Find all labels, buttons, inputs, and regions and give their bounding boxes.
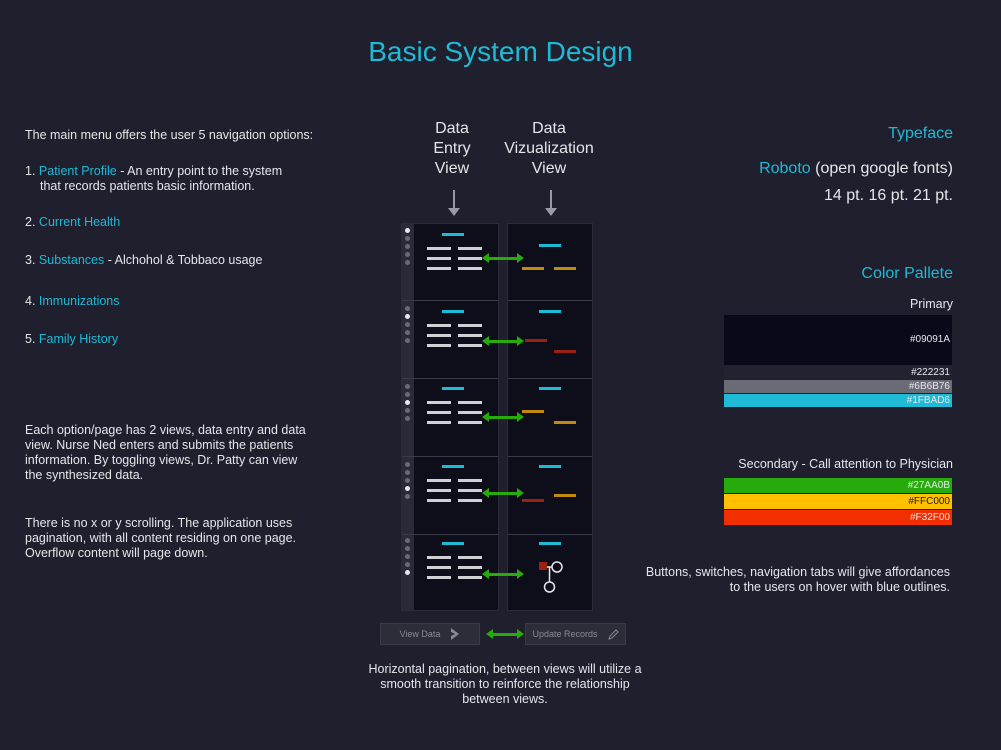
secondary-label: Secondary - Call attention to Physician: [738, 457, 953, 471]
toggle-arrow-icon: [482, 569, 524, 579]
nav-option-2: 2. Current Health: [25, 215, 121, 229]
view-data-button[interactable]: View Data: [380, 623, 480, 645]
toggle-arrow-icon: [482, 412, 524, 422]
primary-label: Primary: [909, 297, 953, 311]
affordance-note: Buttons, switches, navigation tabs will …: [645, 565, 950, 594]
intro-text: The main menu offers the user 5 navigati…: [25, 128, 314, 142]
nav-option-label: Patient Profile: [38, 164, 117, 178]
family-tree-icon: [539, 561, 563, 593]
toggle-arrow-icon: [482, 253, 524, 263]
toggle-arrow-icon: [482, 336, 524, 346]
views-description: Each option/page has 2 views, data entry…: [25, 423, 306, 482]
arrow-down-icon: [545, 208, 557, 216]
palette-heading: Color Pallete: [861, 265, 953, 282]
toggle-arrow-icon: [486, 629, 524, 639]
swatch-secondary-2: #FFC000: [724, 494, 952, 509]
update-records-button[interactable]: Update Records: [525, 623, 626, 645]
swatch-primary-2: #222231: [724, 366, 952, 379]
swatch-primary-1: #09091A: [724, 315, 952, 365]
nav-option-5: 5. Family History: [25, 332, 119, 346]
pencil-icon: [607, 628, 619, 640]
typeface-name: Roboto (open google fonts): [759, 160, 953, 177]
viz-view-mockup: [507, 223, 593, 611]
nav-option-label: Current Health: [38, 215, 121, 229]
swatch-primary-3: #6B6B76: [724, 380, 952, 393]
arrow-down-icon: [453, 190, 455, 208]
typeface-sizes: 14 pt. 16 pt. 21 pt.: [824, 187, 953, 204]
viz-view-heading: Data Vizualization View: [504, 120, 594, 177]
typeface-heading: Typeface: [888, 125, 953, 142]
nav-option-4: 4. Immunizations: [25, 294, 120, 308]
swatch-primary-4: #1FBAD6: [724, 394, 952, 407]
nav-option-label: Immunizations: [38, 294, 120, 308]
nav-option-3: 3. Substances - Alchohol & Tobbaco usage: [25, 253, 263, 267]
page-title: Basic System Design: [368, 36, 633, 67]
arrow-down-icon: [448, 208, 460, 216]
toggle-arrow-icon: [482, 488, 524, 498]
nav-option-label: Family History: [38, 332, 119, 346]
swatch-secondary-1: #27AA0B: [724, 478, 952, 493]
pagination-description: There is no x or y scrolling. The applic…: [25, 516, 297, 560]
arrow-down-icon: [550, 190, 552, 208]
swatch-secondary-3: #F32F00: [724, 510, 952, 525]
nav-option-label: Substances: [38, 253, 105, 267]
pagination-caption: Horizontal pagination, between views wil…: [368, 662, 642, 706]
chevron-right-icon: [451, 628, 460, 640]
entry-view-heading: Data Entry View: [433, 120, 471, 177]
nav-option-1: 1. Patient Profile - An entry point to t…: [25, 164, 283, 193]
